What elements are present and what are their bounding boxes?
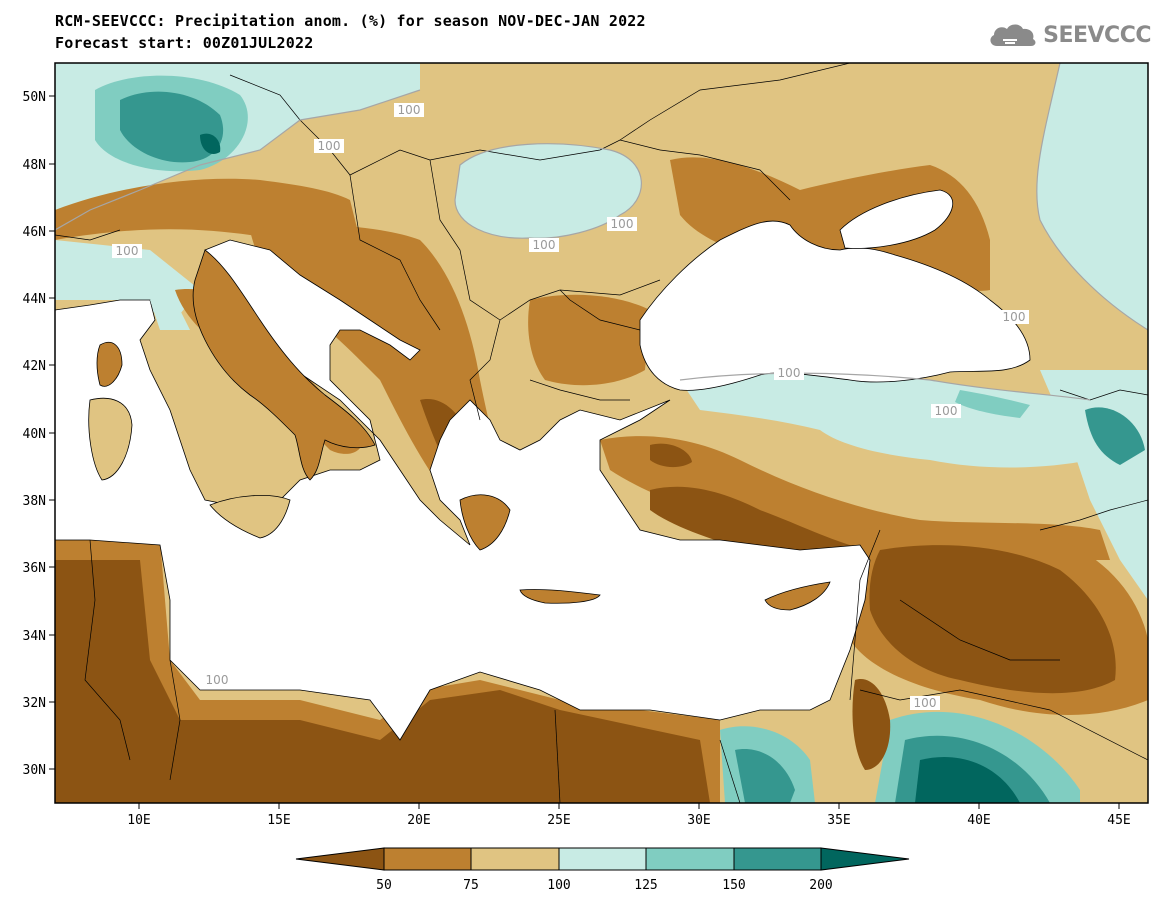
black-sea	[639, 220, 1031, 391]
colorbar-swatch-50-75	[383, 847, 472, 871]
colorbar-swatch-150-200	[733, 847, 822, 871]
lat-label: 42N	[23, 359, 46, 374]
longitude-axis: 10E 15E 20E 25E 30E 35E 40E 45E	[127, 803, 1131, 828]
wet-area-alps-peak	[120, 91, 224, 163]
wet-area-sinai-peak	[735, 749, 795, 803]
contour-label: 100	[774, 366, 804, 380]
wet-area-black-sea-coast	[955, 390, 1030, 418]
contour-label: 100	[394, 103, 424, 117]
country-borders	[55, 63, 1148, 803]
contour-label: 100	[202, 673, 232, 687]
dry-area-africa-max	[55, 560, 710, 803]
colorbar-swatch-75-100	[470, 847, 560, 871]
lat-label: 30N	[23, 763, 46, 778]
cloud-logo-icon	[990, 24, 1036, 46]
svg-text:100: 100	[206, 673, 229, 687]
contour-lines-100	[55, 63, 1148, 401]
lat-label: 48N	[23, 158, 46, 173]
svg-text:100: 100	[1003, 310, 1026, 324]
wet-area-russia	[1036, 63, 1148, 330]
svg-text:100: 100	[611, 217, 634, 231]
contour-label: 100	[931, 404, 961, 418]
north-adriatic-land	[150, 300, 190, 330]
dry-area-turkey-max	[650, 486, 860, 558]
lon-label: 20E	[407, 813, 430, 828]
svg-text:100: 100	[533, 238, 556, 252]
wet-area-pannonian	[455, 143, 642, 239]
svg-text:100: 100	[914, 696, 937, 710]
seevccc-logo: SEEVCCC	[987, 20, 1151, 50]
colorbar-swatch-below-50	[295, 847, 385, 871]
contour-label: 100	[112, 244, 142, 258]
colorbar-swatch-above-200	[820, 847, 910, 871]
azov-sea	[839, 189, 954, 249]
cyprus-landmass	[764, 581, 831, 611]
latitude-axis: 50N 48N 46N 44N 42N 40N 38N 36N 34N 32N …	[23, 90, 55, 778]
lat-label: 44N	[23, 292, 46, 307]
wet-area-arabia-max	[915, 756, 1020, 803]
lon-label: 25E	[547, 813, 570, 828]
contour-label: 100	[314, 139, 344, 153]
colorbar-swatch-125-150	[645, 847, 735, 871]
crete-landmass	[519, 589, 601, 604]
lat-label: 38N	[23, 494, 46, 509]
dry-area-levant-max	[869, 545, 1116, 694]
colorbar-tick: 200	[809, 878, 832, 893]
contour-label: 100	[529, 238, 559, 252]
svg-text:100: 100	[778, 366, 801, 380]
lat-label: 32N	[23, 696, 46, 711]
dry-area-romania	[528, 294, 650, 386]
map-title: RCM-SEEVCCC: Precipitation anom. (%) for…	[55, 12, 646, 30]
contour-label: 100	[607, 217, 637, 231]
dry-area-crimea	[670, 157, 990, 291]
dry-area-turkey-inland-max	[650, 443, 692, 468]
lon-label: 30E	[687, 813, 710, 828]
lon-label: 10E	[127, 813, 150, 828]
lat-label: 50N	[23, 90, 46, 105]
logo-text: SEEVCCC	[1043, 22, 1151, 48]
svg-text:100: 100	[318, 139, 341, 153]
lat-label: 34N	[23, 629, 46, 644]
colorbar	[295, 847, 910, 871]
forecast-start-label: Forecast start: 00Z01JUL2022	[55, 34, 314, 52]
lon-label: 45E	[1107, 813, 1130, 828]
lat-label: 36N	[23, 561, 46, 576]
colorbar-tick: 125	[634, 878, 657, 893]
colorbar-swatch-100-125	[558, 847, 647, 871]
svg-text:100: 100	[116, 244, 139, 258]
peloponnese-landmass	[459, 494, 511, 551]
dry-area-jordan-max	[852, 679, 891, 770]
italy-landmass	[192, 249, 376, 481]
corsica-landmass	[96, 341, 123, 387]
map-content: 100 100 100 100 100 100 100 100 100 100	[55, 63, 1148, 803]
colorbar-ticks: 50 75 100 125 150 200	[376, 878, 833, 893]
lon-label: 35E	[827, 813, 850, 828]
wet-area-caucasus-peak	[1085, 407, 1145, 465]
contour-value-labels: 100 100 100 100 100 100 100 100 100 100	[112, 103, 1029, 710]
sicily-landmass	[209, 495, 291, 539]
lat-label: 46N	[23, 225, 46, 240]
lat-label: 40N	[23, 427, 46, 442]
colorbar-tick: 100	[547, 878, 570, 893]
colorbar-tick: 50	[376, 878, 392, 893]
lon-label: 40E	[967, 813, 990, 828]
lon-label: 15E	[267, 813, 290, 828]
colorbar-tick: 75	[463, 878, 479, 893]
contour-label: 100	[910, 696, 940, 710]
svg-text:100: 100	[398, 103, 421, 117]
wet-area-alps-max	[200, 133, 221, 155]
contour-label: 100	[999, 310, 1029, 324]
svg-text:100: 100	[935, 404, 958, 418]
sardinia-landmass	[88, 397, 133, 481]
colorbar-tick: 150	[722, 878, 745, 893]
